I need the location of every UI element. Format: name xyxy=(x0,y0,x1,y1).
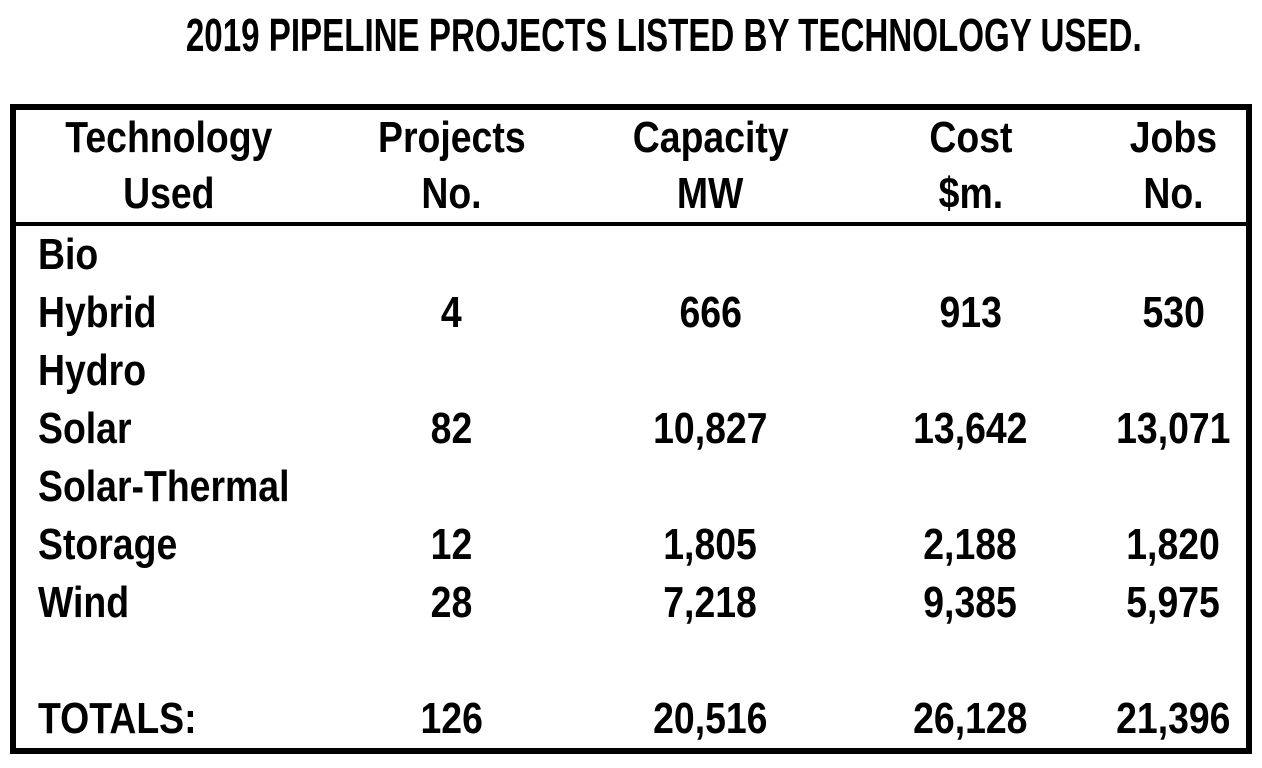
cell-cost xyxy=(840,458,1101,516)
cell-jobs: 21,396 xyxy=(1116,694,1231,743)
cell-cost: 9,385 xyxy=(923,578,1018,627)
cell-cost: 26,128 xyxy=(913,694,1028,743)
cell-jobs xyxy=(1101,632,1246,690)
table-row-hydro: Hydro xyxy=(16,342,1246,400)
cell-projects: 126 xyxy=(420,694,483,743)
cell-capacity xyxy=(581,632,840,690)
cell-capacity: 7,218 xyxy=(663,578,758,627)
col-header-projects: Projects No. xyxy=(322,110,581,226)
cell-jobs: 5,975 xyxy=(1126,578,1221,627)
cell-jobs: 530 xyxy=(1142,288,1205,337)
cell-cost xyxy=(840,224,1101,284)
page-title-text: 2019 PIPELINE PROJECTS LISTED BY TECHNOL… xyxy=(185,9,1142,61)
cell-capacity xyxy=(581,224,840,284)
table-row-blank xyxy=(16,632,1246,690)
table-row-totals: TOTALS: 126 20,516 26,128 21,396 xyxy=(16,690,1246,748)
cell-capacity: 666 xyxy=(679,288,742,337)
pipeline-projects-table: Technology Used Projects No. Capacity MW… xyxy=(16,110,1246,748)
cell-technology: Bio xyxy=(38,230,99,279)
header-projects-line2: No. xyxy=(421,169,482,218)
cell-technology: Solar-Thermal xyxy=(38,462,290,511)
cell-projects xyxy=(322,224,581,284)
header-cost-line1: Cost xyxy=(928,113,1013,162)
cell-cost: 2,188 xyxy=(923,520,1018,569)
table-row-bio: Bio xyxy=(16,224,1246,284)
col-header-capacity: Capacity MW xyxy=(581,110,840,226)
cell-technology xyxy=(16,632,322,690)
table-row-wind: Wind 28 7,218 9,385 5,975 xyxy=(16,574,1246,632)
cell-cost: 13,642 xyxy=(913,404,1028,453)
cell-cost xyxy=(840,632,1101,690)
cell-technology: Storage xyxy=(38,520,178,569)
cell-projects: 12 xyxy=(430,520,473,569)
col-header-jobs: Jobs No. xyxy=(1101,110,1246,226)
cell-technology: Hydro xyxy=(38,346,147,395)
header-projects-line1: Projects xyxy=(377,113,526,162)
cell-cost xyxy=(840,342,1101,400)
cell-projects: 82 xyxy=(430,404,473,453)
cell-projects: 28 xyxy=(430,578,473,627)
page-title: 2019 PIPELINE PROJECTS LISTED BY TECHNOL… xyxy=(0,0,1262,70)
cell-technology: Solar xyxy=(38,404,132,453)
header-jobs-line2: No. xyxy=(1143,169,1204,218)
cell-projects xyxy=(322,632,581,690)
header-jobs-line1: Jobs xyxy=(1129,113,1218,162)
cell-capacity xyxy=(581,458,840,516)
col-header-cost: Cost $m. xyxy=(840,110,1101,226)
header-cost-line2: $m. xyxy=(938,169,1003,218)
cell-capacity: 20,516 xyxy=(653,694,768,743)
cell-cost: 913 xyxy=(939,288,1002,337)
header-technology-line2: Used xyxy=(123,169,215,218)
cell-projects: 4 xyxy=(441,288,462,337)
table-row-solar-thermal: Solar-Thermal xyxy=(16,458,1246,516)
table-row-hybrid: Hybrid 4 666 913 530 xyxy=(16,284,1246,342)
cell-jobs xyxy=(1101,342,1246,400)
table-row-solar: Solar 82 10,827 13,642 13,071 xyxy=(16,400,1246,458)
cell-capacity: 10,827 xyxy=(653,404,768,453)
header-technology-line1: Technology xyxy=(65,113,273,162)
cell-jobs: 13,071 xyxy=(1116,404,1231,453)
cell-projects xyxy=(322,458,581,516)
cell-technology: TOTALS: xyxy=(38,694,197,743)
header-capacity-line1: Capacity xyxy=(632,113,789,162)
cell-technology: Hybrid xyxy=(38,288,157,337)
data-table: Technology Used Projects No. Capacity MW… xyxy=(10,104,1252,754)
cell-projects xyxy=(322,342,581,400)
cell-jobs xyxy=(1101,458,1246,516)
cell-jobs xyxy=(1101,224,1246,284)
col-header-technology: Technology Used xyxy=(16,110,322,226)
header-capacity-line2: MW xyxy=(677,169,744,218)
cell-capacity xyxy=(581,342,840,400)
header-row: Technology Used Projects No. Capacity MW… xyxy=(16,110,1246,226)
cell-jobs: 1,820 xyxy=(1126,520,1221,569)
cell-technology: Wind xyxy=(38,578,130,627)
cell-capacity: 1,805 xyxy=(663,520,758,569)
table-row-storage: Storage 12 1,805 2,188 1,820 xyxy=(16,516,1246,574)
